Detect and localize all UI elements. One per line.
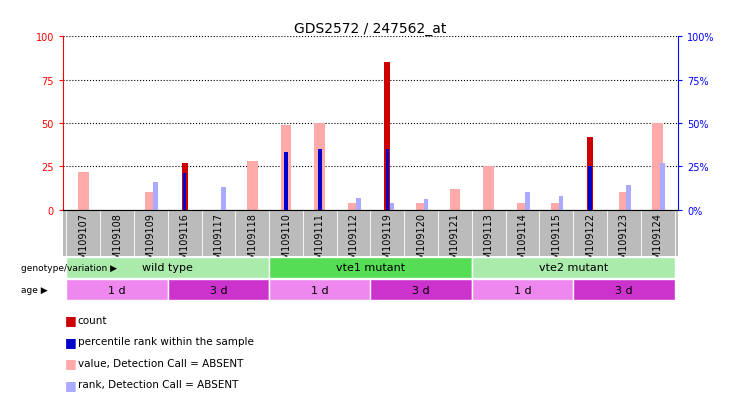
Bar — [78, 172, 89, 210]
Text: value, Detection Call = ABSENT: value, Detection Call = ABSENT — [78, 358, 243, 368]
Bar — [574, 280, 674, 301]
Bar — [281, 126, 291, 210]
Text: GSM109113: GSM109113 — [484, 212, 494, 271]
Bar — [483, 167, 494, 210]
Bar — [167, 280, 269, 301]
Bar — [269, 257, 472, 278]
Text: GSM109111: GSM109111 — [315, 212, 325, 271]
Text: ■: ■ — [64, 356, 76, 370]
Bar — [247, 162, 258, 210]
Text: GSM109121: GSM109121 — [450, 212, 460, 271]
Text: genotype/variation ▶: genotype/variation ▶ — [21, 263, 117, 272]
Text: GSM109120: GSM109120 — [416, 212, 426, 271]
Bar — [285, 153, 288, 210]
Bar — [314, 123, 325, 210]
Title: GDS2572 / 247562_at: GDS2572 / 247562_at — [294, 22, 447, 36]
Text: GSM109117: GSM109117 — [213, 212, 224, 271]
Text: GSM109107: GSM109107 — [79, 212, 88, 271]
Bar — [619, 193, 629, 210]
Bar — [450, 190, 460, 210]
Text: ■: ■ — [64, 378, 76, 391]
Text: GSM109119: GSM109119 — [382, 212, 393, 271]
Bar — [318, 150, 322, 210]
Bar — [183, 174, 186, 210]
Bar — [390, 203, 394, 210]
Text: rank, Detection Call = ABSENT: rank, Detection Call = ABSENT — [78, 380, 238, 389]
Text: GSM109112: GSM109112 — [348, 212, 359, 271]
Text: age ▶: age ▶ — [21, 286, 47, 294]
Bar — [385, 63, 391, 210]
Bar — [67, 280, 167, 301]
Text: GSM109109: GSM109109 — [146, 212, 156, 271]
Text: 3 d: 3 d — [615, 285, 633, 295]
Bar — [386, 150, 389, 210]
Text: GSM109116: GSM109116 — [179, 212, 190, 271]
Bar — [551, 203, 562, 210]
Text: count: count — [78, 315, 107, 325]
Bar — [221, 188, 225, 210]
Text: 1 d: 1 d — [108, 285, 126, 295]
Bar — [660, 164, 665, 210]
Bar — [587, 138, 594, 210]
Text: GSM109108: GSM109108 — [112, 212, 122, 271]
Text: 1 d: 1 d — [514, 285, 531, 295]
Text: wild type: wild type — [142, 262, 193, 273]
Text: GSM109124: GSM109124 — [653, 212, 662, 271]
Bar — [416, 203, 427, 210]
Bar — [588, 167, 592, 210]
Bar — [182, 164, 187, 210]
Bar — [370, 280, 472, 301]
Bar — [525, 193, 530, 210]
Bar — [67, 257, 269, 278]
Bar — [269, 280, 370, 301]
Text: percentile rank within the sample: percentile rank within the sample — [78, 337, 253, 347]
Bar — [517, 203, 528, 210]
Text: vte2 mutant: vte2 mutant — [539, 262, 608, 273]
Text: GSM109115: GSM109115 — [551, 212, 562, 271]
Bar — [626, 186, 631, 210]
Text: GSM109118: GSM109118 — [247, 212, 257, 271]
Text: 3 d: 3 d — [210, 285, 227, 295]
Text: GSM109122: GSM109122 — [585, 212, 595, 271]
Bar — [472, 257, 674, 278]
Bar — [348, 203, 359, 210]
Text: GSM109123: GSM109123 — [619, 212, 629, 271]
Text: GSM109114: GSM109114 — [517, 212, 528, 271]
Bar — [559, 196, 563, 210]
Text: 1 d: 1 d — [311, 285, 328, 295]
Bar — [356, 198, 361, 210]
Bar — [424, 200, 428, 210]
Bar — [153, 183, 158, 210]
Bar — [652, 123, 663, 210]
Bar — [145, 193, 156, 210]
Text: ■: ■ — [64, 313, 76, 327]
Text: vte1 mutant: vte1 mutant — [336, 262, 405, 273]
Bar — [472, 280, 574, 301]
Text: 3 d: 3 d — [413, 285, 430, 295]
Text: GSM109110: GSM109110 — [281, 212, 291, 271]
Text: ■: ■ — [64, 335, 76, 348]
